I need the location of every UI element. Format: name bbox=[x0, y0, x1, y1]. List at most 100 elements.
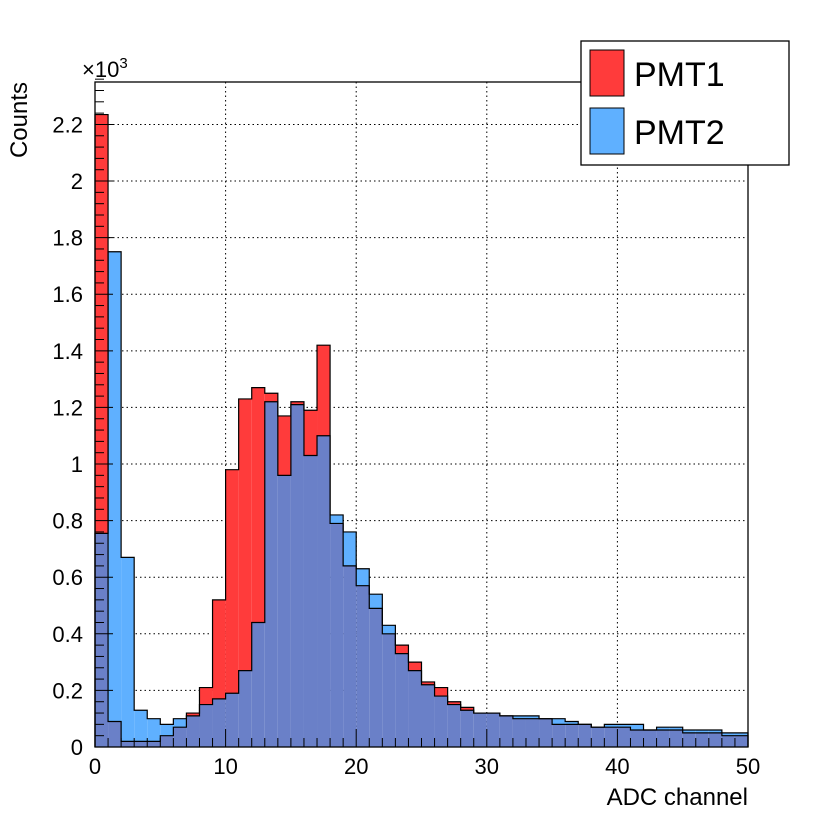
histogram-bar-overlap bbox=[630, 730, 644, 747]
histogram-bar-overlap bbox=[591, 727, 605, 747]
histogram-bar-overlap bbox=[225, 693, 239, 747]
histogram-bar-pmt1 bbox=[277, 415, 291, 476]
histogram-bar-pmt1 bbox=[421, 681, 435, 685]
histogram-bar-overlap bbox=[643, 730, 657, 747]
y-tick-label: 1.8 bbox=[52, 226, 83, 251]
histogram-bar-overlap bbox=[160, 735, 174, 747]
histogram-bar-pmt2 bbox=[708, 730, 722, 733]
y-tick-label: 2 bbox=[71, 169, 83, 194]
histogram-bar-overlap bbox=[473, 713, 487, 747]
bars bbox=[94, 113, 749, 747]
y-tick-label: 0.8 bbox=[52, 509, 83, 534]
histogram-bar-overlap bbox=[95, 533, 109, 747]
histogram-bar-overlap bbox=[565, 724, 579, 747]
histogram-bar-overlap bbox=[421, 684, 435, 747]
histogram-bar-overlap bbox=[264, 401, 278, 747]
histogram-bar-pmt1 bbox=[317, 345, 331, 436]
y-tick-label: 1 bbox=[71, 452, 83, 477]
histogram-bar-pmt2 bbox=[565, 721, 579, 725]
histogram-bar-pmt2 bbox=[147, 718, 161, 742]
histogram-bar-overlap bbox=[408, 670, 422, 747]
histogram-bar-overlap bbox=[460, 710, 474, 747]
histogram-bar-overlap bbox=[290, 404, 304, 747]
histogram-bar-overlap bbox=[721, 735, 735, 747]
x-tick-label: 30 bbox=[475, 754, 499, 779]
histogram-bar-pmt2 bbox=[369, 594, 383, 609]
legend-swatch-pmt1 bbox=[589, 49, 625, 97]
x-tick-label: 0 bbox=[89, 754, 101, 779]
histogram-bar-pmt1 bbox=[303, 410, 318, 456]
x-axis-title: ADC channel bbox=[607, 784, 748, 811]
histogram-bar-pmt2 bbox=[721, 732, 735, 736]
y-axis-title: Counts bbox=[6, 82, 33, 158]
histogram-bar-overlap bbox=[734, 735, 748, 747]
histogram-bar-pmt1 bbox=[434, 687, 448, 697]
histogram-bar-pmt1 bbox=[251, 387, 265, 623]
histogram-bar-pmt1 bbox=[95, 114, 109, 534]
histogram-bar-overlap bbox=[434, 696, 448, 747]
histogram-bar-pmt1 bbox=[225, 469, 239, 694]
histogram-bar-pmt2 bbox=[173, 718, 187, 728]
histogram-bar-pmt2 bbox=[682, 730, 696, 733]
histogram-bar-pmt1 bbox=[447, 701, 461, 705]
histogram-bar-pmt2 bbox=[121, 557, 135, 742]
x-tick-label: 50 bbox=[736, 754, 760, 779]
histogram-bar-overlap bbox=[382, 633, 396, 747]
histogram-bar-overlap bbox=[604, 727, 618, 747]
histogram-bar-pmt1 bbox=[290, 401, 304, 405]
histogram-bar-pmt2 bbox=[134, 710, 148, 742]
histogram-bar-overlap bbox=[147, 741, 161, 747]
histogram-bar-overlap bbox=[617, 727, 631, 747]
y-tick-label: 1.2 bbox=[52, 395, 83, 420]
histogram-bar-pmt2 bbox=[330, 514, 344, 524]
histogram-bar-pmt1 bbox=[199, 687, 213, 705]
histogram-bar-overlap bbox=[369, 608, 383, 747]
histogram-bar-pmt2 bbox=[525, 715, 540, 719]
histogram-bar-overlap bbox=[317, 435, 331, 747]
histogram-bar-overlap bbox=[552, 724, 566, 747]
histogram-bar-pmt2 bbox=[356, 568, 370, 586]
histogram-bar-pmt1 bbox=[460, 707, 474, 711]
x-tick-label: 40 bbox=[605, 754, 629, 779]
y-axis-multiplier: ×103 bbox=[82, 55, 128, 82]
histogram-bar-overlap bbox=[708, 732, 722, 747]
histogram-bar-overlap bbox=[330, 523, 344, 747]
histogram-bar-overlap bbox=[669, 730, 683, 747]
y-tick-label: 0.4 bbox=[52, 622, 83, 647]
histogram-bar-overlap bbox=[277, 475, 291, 747]
histogram-bar-overlap bbox=[486, 713, 500, 747]
y-tick-label: 1.4 bbox=[52, 339, 83, 364]
histogram-bar-overlap bbox=[578, 724, 592, 747]
histogram-bar-pmt2 bbox=[382, 625, 396, 634]
histogram-bar-pmt1 bbox=[408, 662, 422, 671]
histogram-bar-overlap bbox=[395, 653, 409, 747]
histogram-bar-overlap bbox=[212, 698, 226, 747]
x-tick-label: 10 bbox=[213, 754, 237, 779]
legend-label-pmt2: PMT2 bbox=[634, 114, 725, 152]
histogram-bar-pmt2 bbox=[552, 718, 566, 725]
histogram-bar-pmt2 bbox=[734, 732, 748, 736]
histogram-bar-pmt2 bbox=[656, 727, 670, 731]
histogram-bar-overlap bbox=[173, 727, 187, 747]
y-tick-label: 0.6 bbox=[52, 565, 83, 590]
axis-ticks bbox=[94, 78, 749, 748]
legend: PMT1 PMT2 bbox=[580, 40, 790, 166]
histogram-bar-overlap bbox=[303, 455, 318, 747]
tick-labels: 0 10 20 30 40 50 0 0.2 0.4 0.6 0.8 1 1.2 1.4 1.6 1.8 2 2.… bbox=[52, 112, 760, 779]
histogram-bar-pmt2 bbox=[160, 724, 174, 736]
histogram-bar-overlap bbox=[108, 721, 122, 747]
histogram-bar-overlap bbox=[251, 622, 265, 747]
legend-label-pmt1: PMT1 bbox=[634, 56, 725, 94]
histogram-bar-overlap bbox=[134, 741, 148, 747]
y-tick-label: 0 bbox=[71, 735, 83, 760]
histogram-bar-pmt1 bbox=[395, 645, 409, 654]
histogram-bar-pmt2 bbox=[630, 724, 644, 731]
histogram-bar-pmt2 bbox=[108, 251, 122, 722]
histogram-bar-pmt1 bbox=[186, 713, 200, 716]
histogram-bar-pmt2 bbox=[617, 724, 631, 728]
histogram-bar-overlap bbox=[656, 730, 670, 747]
histogram-bar-pmt2 bbox=[695, 730, 709, 733]
histogram-bar-overlap bbox=[499, 715, 513, 747]
histogram-bar-overlap bbox=[512, 718, 526, 747]
